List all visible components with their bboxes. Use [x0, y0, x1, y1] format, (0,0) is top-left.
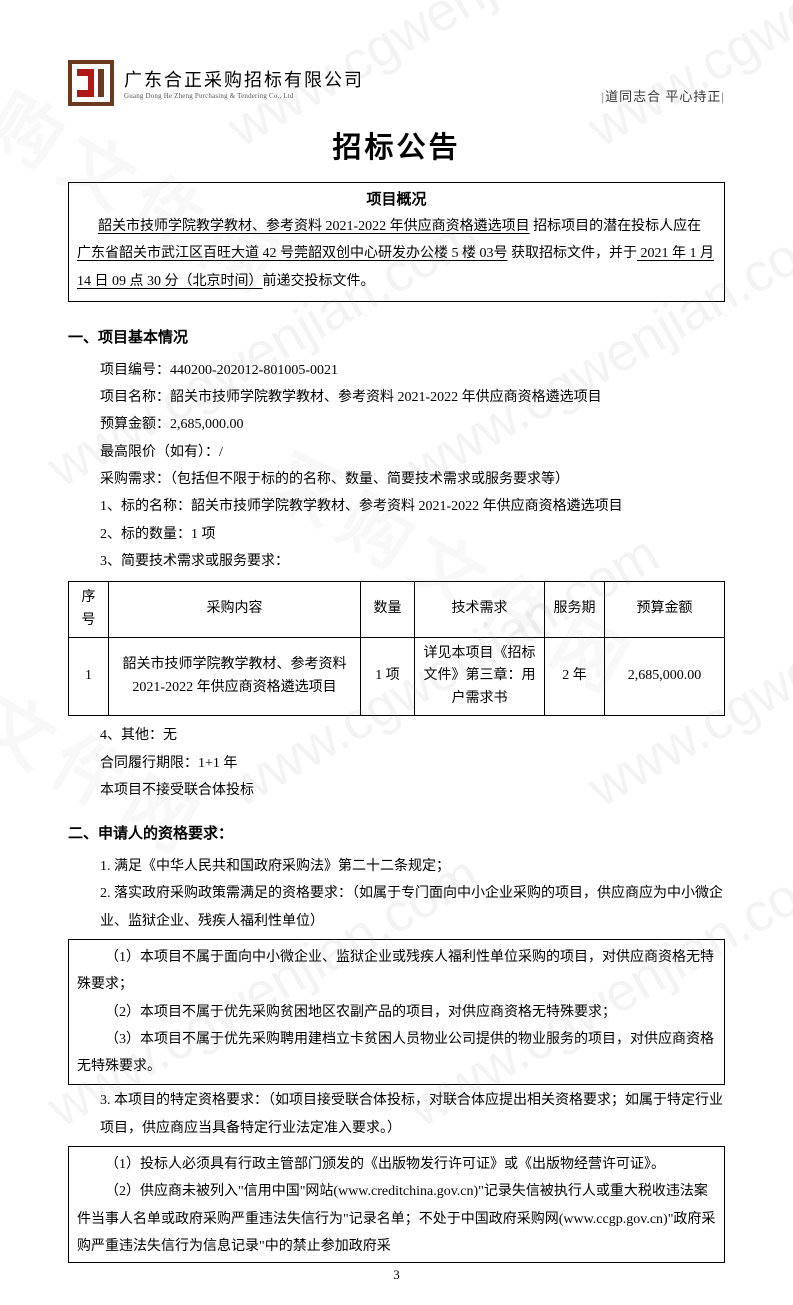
company-logo: [68, 60, 114, 106]
overview-address: 广东省韶关市武江区百旺大道 42 号莞韶双创中心研发办公楼 5 楼 03号: [77, 246, 508, 261]
slogan-right: 平心持正: [665, 89, 721, 104]
page-header: 广东合正采购招标有限公司 Guang Dong He Zheng Purchas…: [68, 60, 725, 106]
table-header: 数量: [361, 582, 415, 638]
procurement-table: 序号 采购内容 数量 技术需求 服务期 预算金额 1 韶关市技师学院教学教材、参…: [68, 581, 725, 716]
overview-text: 招标项目的潜在投标人应在: [530, 219, 702, 234]
slogan-left: 道同志合: [605, 89, 661, 104]
company-name-en: Guang Dong He Zheng Purchasing & Tenderi…: [124, 92, 357, 100]
project-no-value: 440200-202012-801005-0021: [170, 363, 338, 378]
overview-text: 获取招标文件，并于: [508, 246, 638, 261]
section2-box2: （1）投标人必须具有行政主管部门颁发的《出版物发行许可证》或《出版物经营许可证》…: [68, 1146, 725, 1263]
table-cell: 韶关市技师学院教学教材、参考资料 2021-2022 年供应商资格遴选项目: [109, 638, 361, 716]
item1-label: 1、标的名称：: [100, 499, 191, 514]
document-title: 招标公告: [68, 124, 725, 166]
section2-b1: （1）本项目不属于面向中小微企业、监狱企业或残疾人福利性单位采购的项目，对供应商…: [77, 944, 716, 999]
project-name-value: 韶关市技师学院教学教材、参考资料 2021-2022 年供应商资格遴选项目: [170, 390, 602, 405]
contract-period: 合同履行期限：1+1 年: [100, 750, 725, 777]
section2-heading: 二、申请人的资格要求：: [68, 822, 725, 843]
item1-value: 韶关市技师学院教学教材、参考资料 2021-2022 年供应商资格遴选项目: [191, 499, 623, 514]
section1-heading: 一、项目基本情况: [68, 326, 725, 347]
item4: 4、其他：无: [100, 722, 725, 749]
budget-label: 预算金额：: [100, 417, 170, 432]
project-overview-box: 项目概况 韶关市技师学院教学教材、参考资料 2021-2022 年供应商资格遴选…: [68, 182, 725, 302]
overview-project-name: 韶关市技师学院教学教材、参考资料 2021-2022 年供应商资格遴选项目: [98, 219, 530, 234]
document-page: www.cgwenjian.com www.cgwenjian.com www.…: [0, 0, 793, 1305]
item3: 3、简要技术需求或服务要求：: [100, 548, 725, 575]
section1-foot: 4、其他：无 合同履行期限：1+1 年 本项目不接受联合体投标: [68, 722, 725, 804]
section2-b3: （3）本项目不属于优先采购聘用建档立卡贫困人员物业公司提供的物业服务的项目，对供…: [77, 1026, 716, 1081]
max-label: 最高限价（如有）：: [100, 445, 219, 460]
demand-label: 采购需求：（包括但不限于标的的名称、数量、简要技术需求或服务要求等）: [100, 466, 725, 493]
section2-p1: 1. 满足《中华人民共和国政府采购法》第二十二条规定；: [68, 853, 725, 880]
table-header: 技术需求: [415, 582, 545, 638]
budget-value: 2,685,000.00: [170, 417, 244, 432]
company-name-cn: 广东合正采购招标有限公司: [124, 66, 364, 92]
table-cell: 2 年: [545, 638, 605, 716]
table-header: 序号: [69, 582, 109, 638]
section2-c1: （1）投标人必须具有行政主管部门颁发的《出版物发行许可证》或《出版物经营许可证》…: [77, 1151, 716, 1178]
section2-body: 1. 满足《中华人民共和国政府采购法》第二十二条规定； 2. 落实政府采购政策需…: [68, 853, 725, 1263]
project-name-label: 项目名称：: [100, 390, 170, 405]
company-slogan: |道同志合 平心持正|: [602, 86, 726, 105]
section2-c2: （2）供应商未被列入"信用中国"网站(www.creditchina.gov.c…: [77, 1178, 716, 1260]
section1-body: 项目编号：440200-202012-801005-0021 项目名称：韶关市技…: [68, 357, 725, 575]
section2-box1: （1）本项目不属于面向中小微企业、监狱企业或残疾人福利性单位采购的项目，对供应商…: [68, 939, 725, 1085]
no-consortium: 本项目不接受联合体投标: [100, 777, 725, 804]
company-names: 广东合正采购招标有限公司 Guang Dong He Zheng Purchas…: [124, 66, 364, 100]
table-cell: 2,685,000.00: [605, 638, 725, 716]
item2: 2、标的数量：1 项: [100, 521, 725, 548]
project-no-label: 项目编号：: [100, 363, 170, 378]
section2-b2: （2）本项目不属于优先采购贫困地区农副产品的项目，对供应商资格无特殊要求；: [77, 999, 716, 1026]
section2-p3: 3. 本项目的特定资格要求：（如项目接受联合体投标，对联合体应提出相关资格要求；…: [68, 1087, 725, 1142]
max-value: /: [219, 445, 223, 460]
section2-p2: 2. 落实政府采购政策需满足的资格要求：（如属于专门面向中小企业采购的项目，供应…: [68, 880, 725, 935]
overview-heading: 项目概况: [69, 183, 724, 213]
table-row: 1 韶关市技师学院教学教材、参考资料 2021-2022 年供应商资格遴选项目 …: [69, 638, 725, 716]
table-cell: 详见本项目《招标文件》第三章：用户需求书: [415, 638, 545, 716]
table-cell: 1 项: [361, 638, 415, 716]
table-cell: 1: [69, 638, 109, 716]
page-number: 3: [393, 1267, 400, 1283]
logo-block: 广东合正采购招标有限公司 Guang Dong He Zheng Purchas…: [68, 60, 364, 106]
overview-text: 前递交投标文件。: [263, 274, 375, 289]
overview-body: 韶关市技师学院教学教材、参考资料 2021-2022 年供应商资格遴选项目 招标…: [69, 213, 724, 301]
table-header: 预算金额: [605, 582, 725, 638]
table-header: 采购内容: [109, 582, 361, 638]
table-header: 服务期: [545, 582, 605, 638]
